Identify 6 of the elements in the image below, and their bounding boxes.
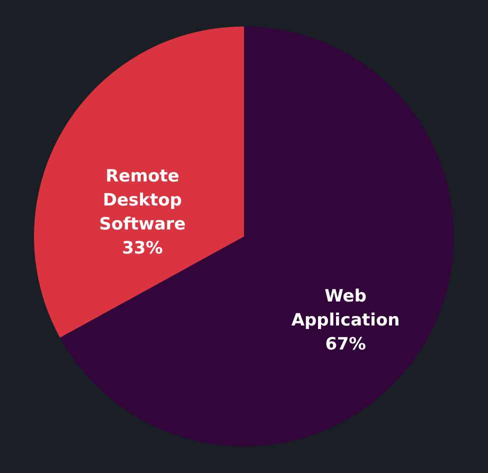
slice-label: Web Application: [291, 286, 400, 331]
slice-label: Remote Desktop Software: [99, 166, 186, 234]
data-label: 67%: [325, 334, 366, 355]
data-label: 33%: [122, 238, 163, 258]
pie-slice: [60, 26, 454, 446]
pie-slice: [34, 26, 244, 338]
